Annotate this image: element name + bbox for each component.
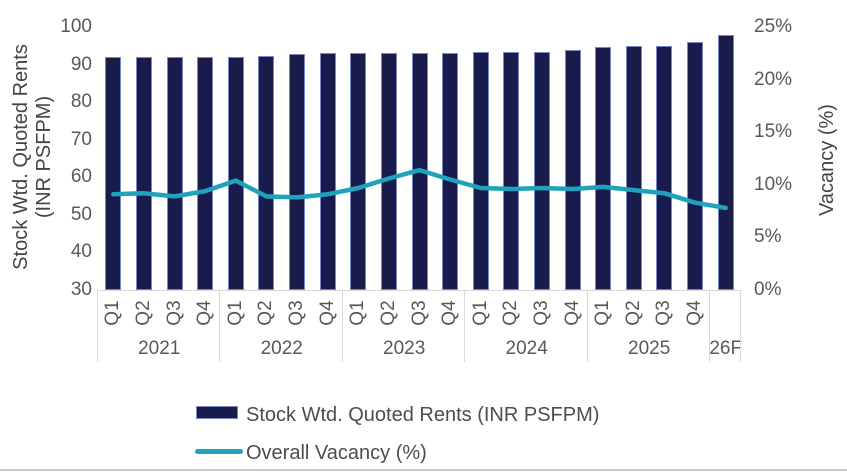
quarter-label: Q2: [377, 300, 399, 326]
left-axis-tick: 30: [70, 279, 92, 300]
year-group-separator: [464, 290, 466, 362]
rent-bar: [289, 54, 306, 290]
year-label: 2023: [383, 338, 426, 359]
legend-label-rents: Stock Wtd. Quoted Rents (INR PSFPM): [246, 404, 600, 426]
left-axis-tick: 50: [70, 203, 92, 225]
quarter-label: Q1: [592, 300, 614, 326]
vacancy-line: [111, 167, 728, 211]
left-axis-tick: 80: [70, 91, 92, 113]
right-axis-tick: 20%: [754, 68, 793, 90]
rent-bar: [472, 51, 489, 290]
quarter-label: Q4: [439, 300, 461, 326]
quarter-label: Q1: [224, 300, 246, 326]
quarter-label: Q2: [255, 300, 277, 326]
right-axis-tick: 15%: [754, 121, 793, 143]
rent-bar: [197, 57, 214, 290]
quarter-label: Q3: [163, 300, 185, 326]
bottom-divider: [0, 469, 847, 471]
rent-bar: [380, 53, 397, 290]
left-axis-tick: 60: [70, 166, 92, 188]
right-axis-tick: 0%: [754, 279, 782, 300]
rent-bar: [687, 42, 704, 290]
year-group-separator: [709, 290, 711, 362]
rent-bar: [227, 57, 244, 290]
quarter-label: Q1: [347, 300, 369, 326]
left-axis-tick: 100: [60, 16, 92, 37]
rent-bar: [564, 49, 581, 290]
year-group-separator: [740, 290, 741, 362]
quarter-label: Q3: [653, 300, 675, 326]
year-label: 2024: [505, 338, 548, 359]
rent-bar: [533, 51, 550, 290]
right-axis-tick: 25%: [754, 16, 793, 37]
rent-bar: [135, 57, 152, 290]
rent-bar: [258, 55, 275, 290]
rent-bar: [625, 45, 642, 290]
year-group-separator: [219, 290, 221, 362]
year-label: 2021: [138, 338, 181, 359]
left-axis-tick: 70: [70, 128, 92, 150]
rent-bar: [166, 57, 183, 290]
quarter-label: Q4: [561, 300, 583, 326]
quarter-label: Q2: [132, 300, 154, 326]
quarter-label: Q4: [684, 300, 706, 326]
year-group-separator: [97, 290, 98, 362]
right-axis-title: Vacancy (%): [816, 104, 838, 216]
year-group-separator: [341, 290, 343, 362]
rent-bar: [503, 51, 520, 290]
year-label: 26F: [709, 338, 743, 359]
left-axis-title-line1: Stock Wtd. Quoted Rents: [10, 44, 32, 270]
quarter-label: Q1: [469, 300, 491, 326]
rent-bar: [656, 45, 673, 290]
rent-bar: [442, 52, 459, 290]
rent-bar: [717, 34, 734, 290]
quarter-label: Q2: [500, 300, 522, 326]
right-axis-tick: 10%: [754, 173, 793, 195]
quarter-label: Q4: [194, 300, 216, 326]
quarter-label: Q3: [408, 300, 430, 326]
year-group-separator: [586, 290, 588, 362]
legend-swatch-rents: [196, 406, 238, 419]
rent-bar: [105, 57, 122, 290]
quarter-label: Q3: [530, 300, 552, 326]
rent-bar: [319, 53, 336, 290]
quarter-label: Q1: [102, 300, 124, 326]
x-axis-line: [97, 290, 742, 291]
quarter-label: Q2: [622, 300, 644, 326]
year-label: 2025: [628, 338, 671, 359]
quarter-label: Q4: [316, 300, 338, 326]
rent-bar: [595, 46, 612, 290]
left-axis-title-line2: (INR PSFPM): [33, 95, 55, 219]
quarter-label: Q3: [286, 300, 308, 326]
year-label: 2022: [260, 338, 303, 359]
left-axis-tick: 40: [70, 241, 92, 263]
rent-bar: [350, 53, 367, 290]
right-axis-tick: 5%: [754, 226, 782, 248]
legend-label-vacancy: Overall Vacancy (%): [246, 442, 427, 464]
legend-swatch-vacancy: [195, 449, 243, 454]
left-axis-tick: 90: [70, 53, 92, 75]
